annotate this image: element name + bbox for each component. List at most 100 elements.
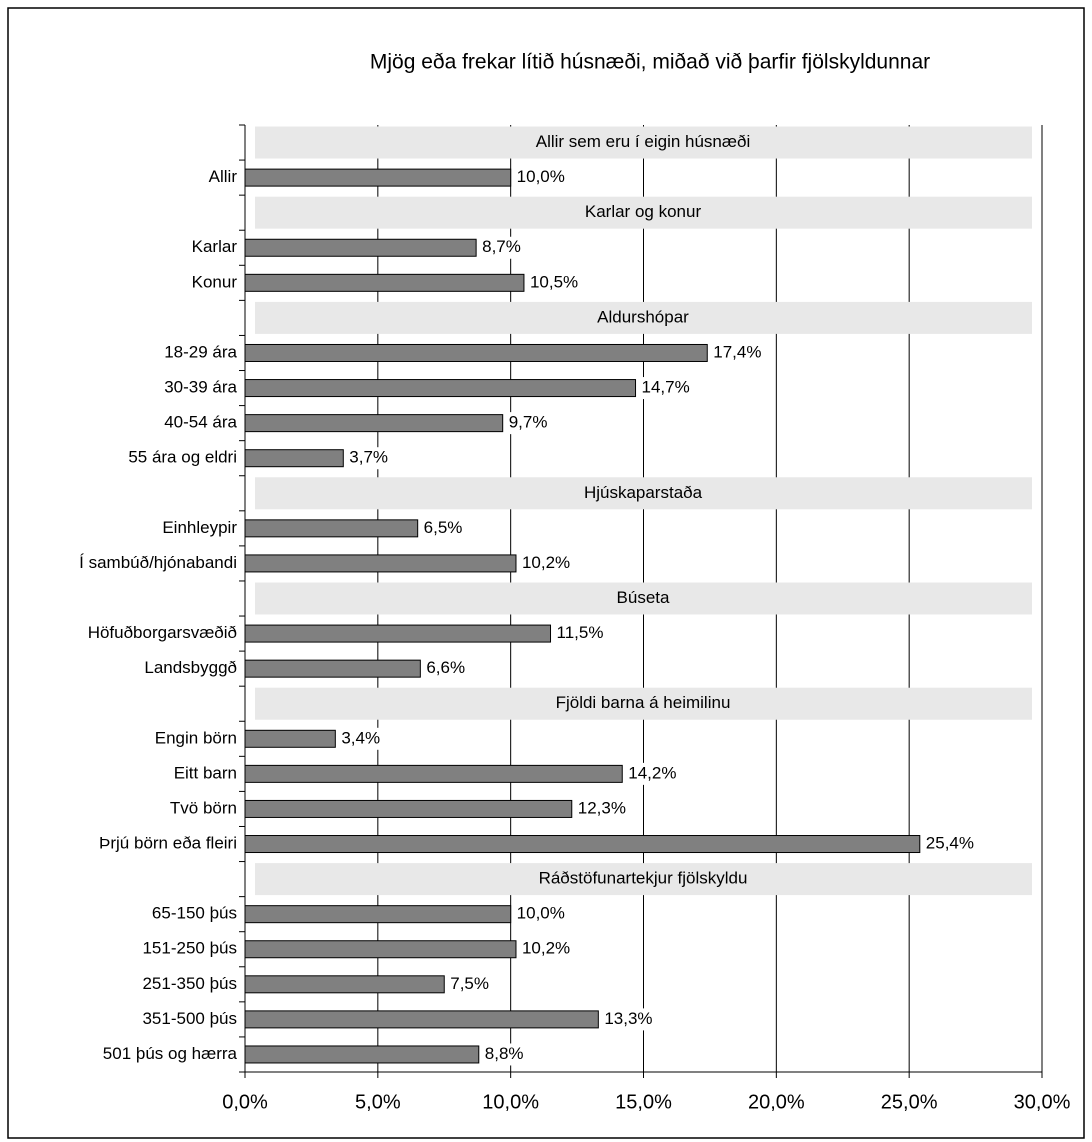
bar [244, 799, 573, 818]
y-tick-label: Konur [192, 272, 238, 291]
value-label-bg [553, 622, 607, 645]
y-tick-label: Karlar [192, 237, 238, 256]
y-tick-label: Landsbyggð [144, 658, 237, 677]
y-tick-label: Allir [209, 167, 238, 186]
group-header: Fjöldi barna á heimilinu [556, 693, 731, 712]
value-label-bg [479, 236, 524, 259]
bar [244, 624, 552, 643]
value-label: 6,5% [424, 518, 463, 537]
y-tick-label: 251-350 þús [142, 974, 237, 993]
value-label: 9,7% [509, 413, 548, 432]
value-label: 7,5% [450, 974, 489, 993]
group-band [255, 582, 1032, 615]
value-label-bg [922, 833, 977, 856]
value-label-bg [638, 377, 693, 400]
bar [244, 659, 421, 678]
y-tick-label: 55 ára og eldri [128, 448, 237, 467]
value-label-bg [526, 271, 582, 294]
y-tick-label: Engin börn [155, 728, 237, 747]
bar [244, 1045, 480, 1064]
value-label-bg [338, 727, 384, 750]
y-tick-label: Eitt barn [174, 763, 237, 782]
value-label-bg [513, 166, 568, 189]
y-tick-label: 18-29 ára [164, 342, 237, 361]
bar [244, 168, 512, 187]
bar [244, 905, 512, 924]
value-label-bg [481, 1043, 527, 1066]
bar [244, 343, 708, 362]
group-header: Aldurshópar [597, 307, 689, 326]
group-header: Ráðstöfunartekjur fjölskyldu [539, 869, 748, 888]
value-label: 10,2% [522, 939, 570, 958]
value-label: 10,0% [517, 167, 565, 186]
value-label-bg [518, 552, 574, 575]
value-label: 8,7% [482, 237, 521, 256]
x-tick-label: 20,0% [748, 1091, 805, 1113]
bar [244, 975, 445, 994]
value-label: 25,4% [926, 834, 974, 853]
bar [244, 1010, 599, 1029]
group-band [255, 126, 1032, 159]
value-label-bg [447, 973, 492, 996]
value-label: 14,7% [642, 378, 690, 397]
value-label-bg [420, 517, 466, 540]
group-band [255, 863, 1032, 896]
y-tick-label: 40-54 ára [164, 413, 237, 432]
value-label: 10,5% [530, 272, 578, 291]
value-label: 12,3% [578, 798, 626, 817]
value-label-bg [505, 412, 551, 435]
value-label: 3,7% [349, 448, 388, 467]
value-label-bg [346, 447, 392, 470]
value-label: 10,0% [517, 904, 565, 923]
value-label: 8,8% [485, 1044, 524, 1063]
bar [244, 729, 336, 748]
bar [244, 238, 477, 257]
value-label-bg [423, 657, 469, 680]
value-label: 13,3% [604, 1009, 652, 1028]
y-tick-label: 501 þús og hærra [103, 1044, 238, 1063]
group-band [255, 477, 1032, 510]
y-tick-label: Einhleypir [162, 518, 237, 537]
bar [244, 273, 525, 292]
value-label: 6,6% [426, 658, 465, 677]
value-label-bg [513, 903, 568, 926]
group-header: Búseta [617, 588, 670, 607]
value-label-bg [574, 797, 629, 820]
bar [244, 764, 623, 783]
value-label: 11,5% [557, 623, 604, 642]
value-label-bg [518, 938, 574, 961]
group-band [255, 301, 1032, 334]
x-tick-label: 15,0% [615, 1091, 672, 1113]
x-tick-label: 0,0% [222, 1091, 268, 1113]
value-label: 14,2% [628, 763, 676, 782]
bar [244, 835, 921, 854]
y-tick-label: Höfuðborgarsvæðið [88, 623, 237, 642]
bar [244, 554, 517, 573]
group-band [255, 687, 1032, 720]
bar [244, 379, 637, 398]
bar [244, 519, 419, 538]
y-tick-label: 65-150 þús [152, 904, 237, 923]
bar [244, 449, 344, 468]
value-label: 10,2% [522, 553, 570, 572]
value-label-bg [710, 341, 765, 364]
y-tick-label: Þrjú börn eða fleiri [99, 834, 237, 853]
group-band [255, 196, 1032, 229]
value-label-bg [601, 1008, 656, 1031]
chart-title: Mjög eða frekar lítið húsnæði, miðað við… [370, 51, 930, 74]
y-tick-label: 151-250 þús [142, 939, 237, 958]
group-header: Hjúskaparstaða [584, 483, 703, 502]
value-label-bg [625, 762, 680, 785]
value-label: 3,4% [341, 728, 380, 747]
y-tick-label: Í sambúð/hjónabandi [79, 553, 237, 572]
group-header: Allir sem eru í eigin húsnæði [536, 132, 750, 151]
x-tick-label: 30,0% [1014, 1091, 1071, 1113]
x-tick-label: 10,0% [482, 1091, 539, 1113]
y-tick-label: 351-500 þús [142, 1009, 237, 1028]
y-tick-label: 30-39 ára [164, 378, 237, 397]
y-tick-label: Tvö börn [170, 798, 237, 817]
bar [244, 414, 504, 433]
bar [244, 940, 517, 959]
value-label: 17,4% [713, 342, 761, 361]
